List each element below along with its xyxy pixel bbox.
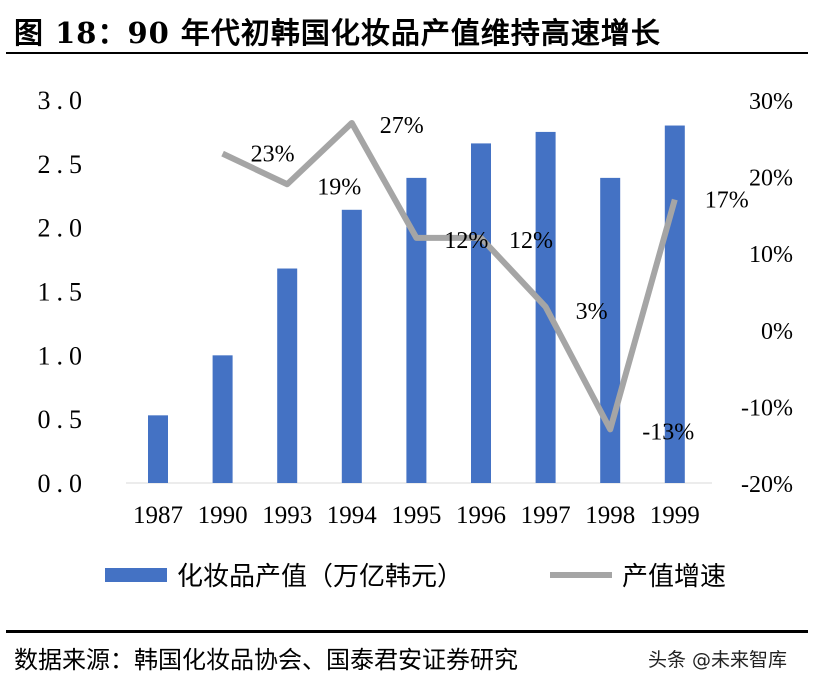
data-label-1993: 19% (317, 174, 361, 200)
x-tick-label: 1998 (585, 502, 635, 529)
data-label-1997: 3% (576, 299, 608, 325)
x-tick-label: 1994 (327, 502, 378, 529)
left-tick-label: 2.0 (38, 214, 89, 243)
chart: 0.0 0.5 1.0 1.5 2.0 2.5 3.0 -20% -10% 0% 10% 20% 30%… (38, 86, 794, 591)
legend-bar-swatch (105, 568, 167, 582)
bar-1994 (341, 209, 362, 483)
right-tick-label: 30% (749, 89, 793, 115)
left-tick-label: 3.0 (38, 86, 89, 115)
right-tick-label: 0% (761, 319, 793, 345)
right-tick-label: 20% (749, 166, 793, 192)
left-tick-label: 2.5 (38, 150, 89, 179)
bar-1987 (148, 415, 168, 483)
data-label-1998: -13% (642, 419, 694, 445)
legend-line-label: 产值增速 (622, 562, 726, 591)
source-rule (6, 630, 808, 633)
x-tick-label: 1993 (262, 502, 312, 529)
left-tick-label: 1.5 (38, 278, 89, 307)
x-tick-label: 1999 (650, 502, 700, 529)
growth-line (221, 119, 678, 433)
data-label-1996: 12% (509, 228, 553, 254)
left-tick-label: 0.5 (38, 405, 89, 434)
data-label-1994: 27% (380, 113, 424, 139)
bar-1990 (212, 355, 233, 483)
data-label-1990: 23% (251, 142, 295, 168)
bar-1998 (600, 177, 621, 484)
bar-1996 (471, 143, 491, 483)
x-tick-label: 1997 (521, 502, 571, 529)
source-note: 数据来源：韩国化妆品协会、国泰君安证券研究 (14, 646, 518, 674)
legend-bar-label: 化妆品产值（万亿韩元） (177, 562, 463, 591)
chart-title: 图 18：90 年代初韩国化妆品产值维持高速增长 (14, 16, 661, 50)
left-tick-label: 1.0 (38, 341, 89, 370)
x-tick-label: 1995 (391, 502, 441, 529)
data-label-1999: 17% (705, 188, 749, 214)
left-tick-label: 0.0 (38, 469, 89, 498)
x-tick-label: 1987 (133, 502, 183, 529)
right-tick-label: -20% (741, 472, 793, 498)
right-tick-label: -10% (741, 395, 793, 421)
x-tick-label: 1990 (198, 502, 248, 529)
bar-1993 (277, 268, 298, 483)
data-label-1995: 12% (444, 228, 488, 254)
watermark: 头条 @未来智库 (648, 649, 788, 671)
title-rule (6, 52, 808, 54)
x-tick-label: 1996 (456, 502, 506, 529)
right-tick-label: 10% (749, 242, 793, 268)
bar-1995 (406, 177, 427, 484)
